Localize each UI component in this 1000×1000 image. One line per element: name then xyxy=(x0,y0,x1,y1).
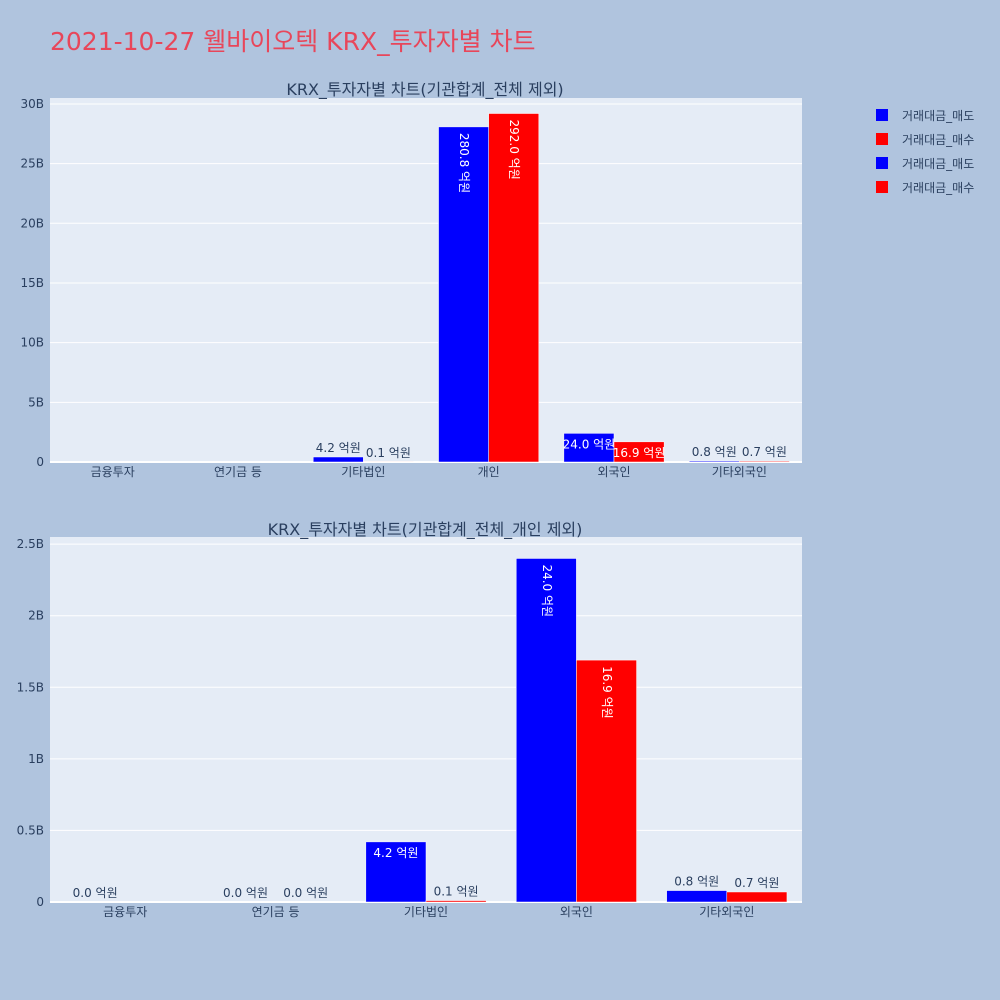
data-label: 0.1 억원 xyxy=(434,885,479,899)
data-label: 16.9 억원 xyxy=(613,446,666,460)
bar-sell xyxy=(312,456,364,463)
x-tick-label: 외국인 xyxy=(560,905,593,919)
legend-swatch[interactable] xyxy=(876,133,888,145)
bar-buy xyxy=(425,900,487,903)
data-label: 4.2 억원 xyxy=(373,846,418,860)
data-label: 280.8 억원 xyxy=(457,133,471,193)
data-label: 0.1 억원 xyxy=(366,446,411,460)
chart-title-2: KRX_투자자별 차트(기관합계_전체_개인 제외) xyxy=(268,520,583,540)
y-tick-label: 10B xyxy=(20,336,44,350)
x-tick-label: 금융투자 xyxy=(91,465,135,479)
bar-sell xyxy=(365,841,427,903)
y-tick-label: 25B xyxy=(20,157,44,171)
legend-item[interactable]: 거래대금_매도 xyxy=(902,157,974,171)
y-tick-label: 30B xyxy=(20,97,44,111)
x-tick-label: 기타외국인 xyxy=(712,465,767,479)
bar-sell xyxy=(688,460,740,463)
data-label: 0.8 억원 xyxy=(692,445,737,459)
bar-buy xyxy=(613,441,665,463)
x-tick-label: 외국인 xyxy=(597,465,630,479)
y-tick-label: 2B xyxy=(28,609,44,623)
bar-sell xyxy=(666,890,728,903)
data-label: 292.0 억원 xyxy=(507,120,521,180)
legend-swatch[interactable] xyxy=(876,157,888,169)
data-label: 16.9 억원 xyxy=(600,666,614,719)
x-tick-label: 기타법인 xyxy=(404,905,448,919)
legend-item[interactable]: 거래대금_매도 xyxy=(902,109,974,123)
plot-area-2 xyxy=(50,537,802,902)
y-tick-label: 2.5B xyxy=(17,537,44,551)
data-label: 0.8 억원 xyxy=(674,875,719,889)
x-tick-label: 연기금 등 xyxy=(214,465,262,479)
bar-buy xyxy=(488,113,540,463)
legend-swatch[interactable] xyxy=(876,109,888,121)
y-tick-label: 0 xyxy=(36,455,44,469)
x-tick-label: 연기금 등 xyxy=(252,905,300,919)
data-label: 0.0 억원 xyxy=(73,886,118,900)
y-tick-label: 0 xyxy=(36,895,44,909)
data-label: 0.0 억원 xyxy=(223,886,268,900)
y-tick-label: 1B xyxy=(28,752,44,766)
y-tick-label: 20B xyxy=(20,216,44,230)
legend-item[interactable]: 거래대금_매수 xyxy=(902,181,974,195)
page-title: 2021-10-27 웰바이오텍 KRX_투자자별 차트 xyxy=(50,27,536,56)
data-label: 24.0 억원 xyxy=(563,437,616,451)
x-tick-label: 기타외국인 xyxy=(699,905,754,919)
bar-buy xyxy=(726,891,788,903)
y-tick-label: 5B xyxy=(28,395,44,409)
bar-sell xyxy=(515,558,577,903)
data-label: 0.7 억원 xyxy=(742,445,787,459)
legend-swatch[interactable] xyxy=(876,181,888,193)
bar-buy xyxy=(576,659,637,903)
bar-buy xyxy=(739,460,790,463)
bar-sell xyxy=(563,433,615,463)
x-tick-label: 개인 xyxy=(478,465,500,479)
plot-area-1 xyxy=(50,98,802,462)
legend-item[interactable]: 거래대금_매수 xyxy=(902,133,974,147)
x-tick-label: 금융투자 xyxy=(103,905,147,919)
y-tick-label: 1.5B xyxy=(17,680,44,694)
chart-title-1: KRX_투자자별 차트(기관합계_전체 제외) xyxy=(286,80,563,100)
x-tick-label: 기타법인 xyxy=(341,465,385,479)
data-label: 0.0 억원 xyxy=(283,886,328,900)
data-label: 24.0 억원 xyxy=(540,564,554,617)
y-tick-label: 15B xyxy=(20,276,44,290)
data-label: 4.2 억원 xyxy=(316,441,361,455)
y-tick-label: 0.5B xyxy=(17,823,44,837)
data-label: 0.7 억원 xyxy=(734,876,779,890)
bar-sell xyxy=(438,126,489,463)
